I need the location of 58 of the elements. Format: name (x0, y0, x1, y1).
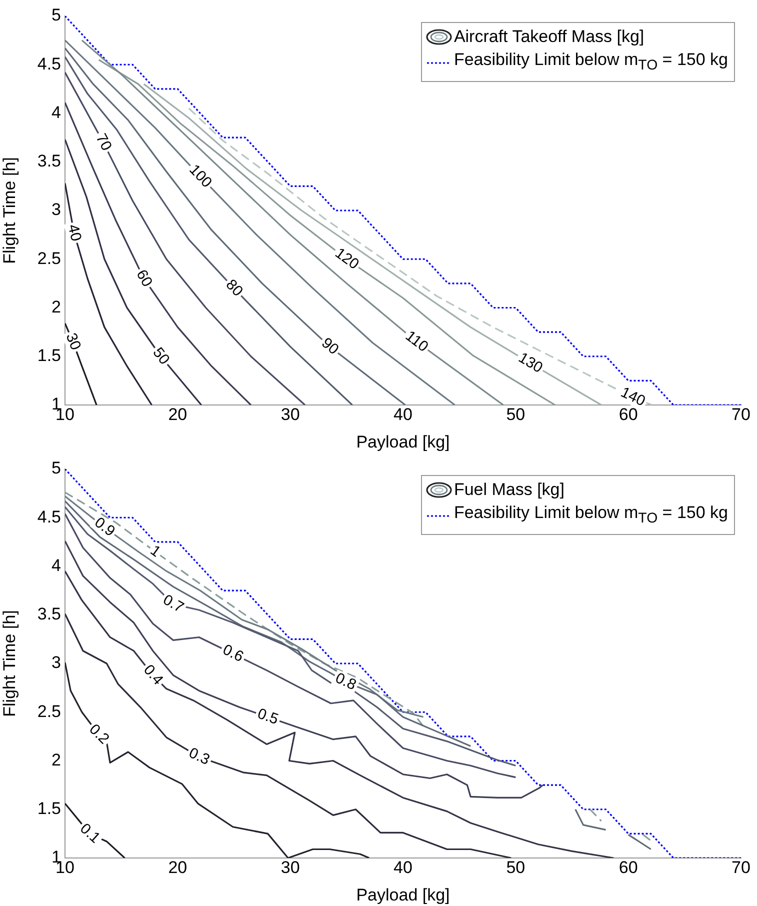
x-tick-label: 20 (168, 858, 188, 877)
y-tick-label: 2 (52, 297, 61, 316)
series-label: 0.8 (332, 670, 359, 694)
x-tick-label: 60 (618, 858, 638, 877)
x-tick-label: 50 (506, 404, 526, 424)
series-label: 110 (402, 327, 432, 356)
series-label: 100 (186, 161, 216, 192)
y-tick-label: 4 (52, 102, 61, 122)
y-axis-title: Flight Time [h] (0, 157, 19, 264)
y-axis-title: Flight Time [h] (0, 610, 19, 717)
series-label: 0.5 (255, 705, 281, 728)
x-tick-label: 40 (394, 858, 412, 877)
series-label: 70 (92, 130, 116, 154)
color-bar-title: Aircraft Takeoff Mass [kg] (454, 26, 644, 48)
series-label: 0.3 (186, 744, 212, 769)
x-tick-label: 70 (732, 858, 750, 877)
x-tick-label: 50 (506, 858, 526, 877)
series-label: 0.9 (91, 514, 118, 540)
series-label: 40 (64, 222, 85, 243)
x-axis-title: Payload [kg] (356, 432, 450, 452)
y-tick-label: 3 (52, 200, 61, 220)
color-bar-title: Fuel Mass [kg] (454, 479, 564, 501)
series-label: 0.4 (140, 661, 166, 688)
x-tick-label: 70 (732, 404, 750, 424)
y-tick-label: 1.5 (37, 346, 61, 366)
series-label: 0.7 (160, 591, 187, 616)
series-label: 30 (62, 330, 84, 353)
x-tick-label: 20 (168, 404, 188, 424)
series-label: 130 (515, 349, 546, 377)
series-label: 0.1 (76, 820, 104, 847)
y-tick-label: 3.5 (37, 604, 61, 624)
series-label: 120 (332, 244, 362, 274)
y-tick-label: 2 (52, 750, 61, 770)
y-tick-label: 2.5 (37, 702, 61, 721)
y-tick-label: 3 (52, 653, 61, 672)
y-tick-label: 4 (52, 556, 61, 575)
line-series (65, 469, 741, 858)
y-tick-label: 5 (52, 458, 61, 478)
x-tick-label: 30 (280, 858, 300, 877)
x-axis-title: Payload [kg] (356, 885, 450, 904)
x-tick-label: 40 (394, 404, 412, 424)
legend-label: Feasibility Limit below m$_{TO}$ = 150 kg (454, 502, 728, 528)
x-tick-label: 30 (280, 404, 300, 424)
series-label: 80 (222, 276, 246, 300)
series-label: 50 (149, 344, 173, 368)
y-tick-label: 1.5 (37, 799, 61, 818)
series-label: 0.2 (86, 720, 112, 748)
y-tick-label: 4.5 (37, 507, 61, 526)
y-tick-label: 5 (52, 6, 61, 25)
series-label: 90 (318, 334, 342, 358)
y-tick-label: 2.5 (37, 248, 61, 268)
series-label: 0.6 (220, 641, 246, 666)
legend-label: Feasibility Limit below m$_{TO}$ = 150 kg (454, 49, 728, 76)
y-tick-label: 3.5 (37, 152, 61, 171)
series-label: 60 (132, 266, 156, 290)
y-tick-label: 4.5 (37, 54, 61, 74)
series-label: 1 (146, 542, 164, 561)
line-series (65, 16, 741, 405)
